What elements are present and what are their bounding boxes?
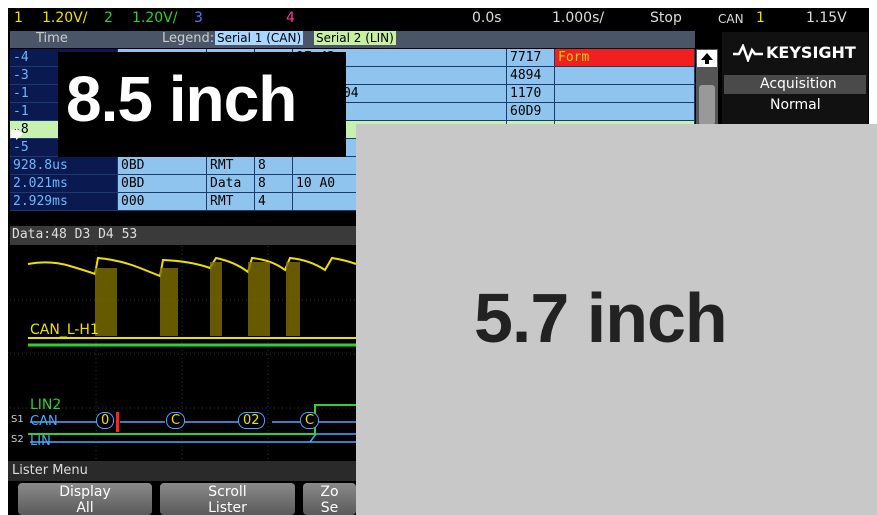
scroll-up[interactable] [697,50,717,67]
lister-cell[interactable]: 4 [255,193,293,211]
brand-logo [732,44,764,62]
button-line-1: Scroll [160,484,295,500]
button-line-2: All [18,500,152,515]
lister-cell[interactable]: RMT [207,193,255,211]
bus-1-label: CAN [30,414,58,429]
channel-4[interactable]: 4 [286,10,295,26]
lister-cell[interactable]: Form [555,49,695,67]
menu-title: Lister Menu [12,463,88,478]
lister-cell[interactable]: 0BD [118,175,207,193]
lister-cell[interactable]: 1170 [507,85,555,103]
screenshot: 1 1.20V/ 2 1.20V/ 3 4 0.0s 1.000s/ Stop … [0,0,877,515]
bus-packet: 0 [96,412,114,429]
trigger-type: CAN [718,12,744,26]
lister-cell[interactable]: 2.021ms [10,175,118,193]
channel-2[interactable]: 2 [104,10,113,26]
lister-cell[interactable]: 60D9 [507,103,555,121]
lister-cell[interactable]: 000 [118,193,207,211]
overlay-small: 5.7 inch [474,278,727,358]
lister-cell[interactable]: Data [207,175,255,193]
legend-serial-1: Serial 1 (CAN) [215,31,303,45]
channel-1-scale: 1.20V/ [42,10,87,26]
lister-cell[interactable]: 7717 [507,49,555,67]
brand: KEYSIGHT [766,43,856,62]
row-pointer [10,128,24,140]
button-line-1: Display [18,484,152,500]
time-header: Time [36,31,68,46]
bus-2-label: LIN [30,434,51,449]
time-scale: 1.000s/ [552,10,604,26]
lin-trace-label: LIN2 [30,397,61,413]
time-offset: 0.0s [472,10,502,26]
section-title: Acquisition [760,76,837,92]
button-line-2: Lister [160,500,295,515]
bus-1-index: S1 [11,414,24,425]
bus-packet: 02 [238,412,265,429]
run-state: Stop [650,10,682,26]
channel-1[interactable]: 1 [14,10,23,26]
button-line-2: Se [303,500,356,515]
lister-cell[interactable]: 8 [255,157,293,175]
can-trace-label: CAN_L-H1 [30,322,99,338]
decode-line: Data:48 D3 D4 53 [12,227,137,242]
button-line-1: Zo [303,484,356,500]
lister-cell[interactable] [555,103,695,121]
channel-3[interactable]: 3 [194,10,203,26]
acquisition-mode[interactable]: Normal [770,97,821,113]
overlay-large: 8.5 inch [66,62,296,136]
trigger-source: 1 [756,10,765,26]
lister-cell[interactable]: 0BD [118,157,207,175]
lister-cell[interactable]: 8 [255,175,293,193]
trigger-level: 1.15V [806,10,847,26]
bus-2-index: S2 [11,434,24,445]
legend-serial-2: Serial 2 (LIN) [314,31,396,45]
scroll-thumb[interactable] [699,85,715,125]
lister-cell[interactable]: RMT [207,157,255,175]
bus-packet: C [166,412,185,429]
channel-2-scale: 1.20V/ [132,10,177,26]
lister-cell[interactable]: 2.929ms [10,193,118,211]
lister-cell[interactable] [555,85,695,103]
lister-cell[interactable]: 928.8us [10,157,118,175]
bus-packet: C [300,412,319,429]
lister-cell[interactable] [555,67,695,85]
legend-label: Legend: [162,31,214,46]
lister-cell[interactable]: 4894 [507,67,555,85]
